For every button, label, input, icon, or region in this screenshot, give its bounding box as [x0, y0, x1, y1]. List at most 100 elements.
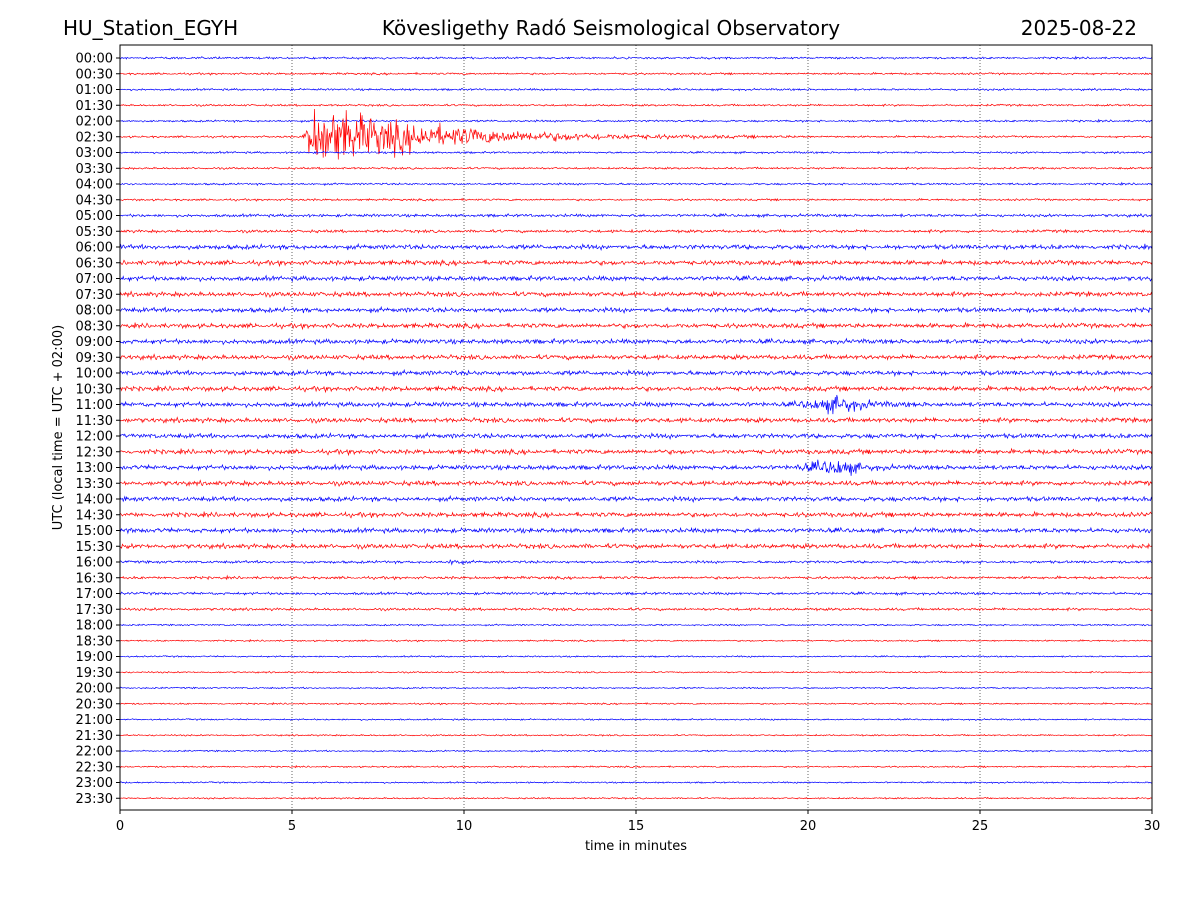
trace-row-1800 — [119, 623, 1153, 627]
x-tick-label: 30 — [1144, 819, 1161, 834]
y-tick-label: 10:00 — [76, 367, 113, 382]
trace-row-2300 — [119, 781, 1153, 785]
y-tick-label: 14:00 — [76, 493, 113, 508]
y-tick-label: 14:30 — [76, 508, 113, 523]
trace-row-1500 — [119, 526, 1153, 535]
trace-row-1700 — [119, 591, 1153, 597]
trace-row-0600 — [119, 242, 1153, 252]
y-tick-label: 03:00 — [76, 146, 113, 161]
y-tick-label: 07:30 — [76, 288, 113, 303]
trace-row-1130 — [119, 416, 1153, 425]
trace-row-0500 — [119, 212, 1153, 219]
x-tick-label: 15 — [628, 819, 645, 834]
trace-row-1900 — [119, 655, 1152, 659]
trace-row-1300 — [119, 459, 1153, 476]
y-tick-label: 05:00 — [76, 209, 113, 224]
y-tick-label: 15:00 — [76, 524, 113, 539]
x-tick-label: 5 — [288, 819, 296, 834]
trace-row-0400 — [119, 181, 1153, 187]
y-tick-label: 23:00 — [76, 776, 113, 791]
y-tick-label: 22:00 — [76, 745, 113, 760]
x-tick-label: 10 — [456, 819, 473, 834]
trace-row-0430 — [119, 197, 1153, 202]
y-tick-label: 11:30 — [76, 414, 113, 429]
trace-row-0730 — [119, 290, 1153, 299]
trace-row-1000 — [119, 368, 1153, 378]
y-tick-label: 02:30 — [76, 130, 113, 145]
trace-row-1400 — [119, 494, 1153, 504]
trace-row-0230 — [119, 108, 1153, 160]
x-tick-label: 25 — [972, 819, 989, 834]
x-tick-label: 0 — [116, 819, 124, 834]
y-axis-label: UTC (local time = UTC + 02:00) — [51, 325, 66, 530]
y-tick-label: 06:30 — [76, 256, 113, 271]
y-tick-label: 13:30 — [76, 477, 113, 492]
y-tick-label: 03:30 — [76, 162, 113, 177]
trace-row-0900 — [119, 337, 1153, 346]
y-tick-label: 13:00 — [76, 461, 113, 476]
x-tick-labels: 0 5 10 15 20 25 30 — [116, 810, 1160, 834]
y-tick-label: 18:00 — [76, 619, 113, 634]
y-tick-label: 12:00 — [76, 430, 113, 445]
trace-row-2200 — [119, 749, 1153, 753]
y-tick-label: 17:30 — [76, 603, 113, 618]
y-tick-label: 19:30 — [76, 666, 113, 681]
x-axis-label: time in minutes — [585, 839, 687, 854]
y-tick-label: 21:30 — [76, 729, 113, 744]
trace-row-1530 — [119, 542, 1153, 551]
y-tick-label: 12:30 — [76, 445, 113, 460]
y-tick-label: 11:00 — [76, 398, 113, 413]
trace-row-0330 — [119, 166, 1153, 171]
y-tick-label: 09:30 — [76, 351, 113, 366]
y-tick-label: 09:00 — [76, 335, 113, 350]
y-tick-label: 17:00 — [76, 587, 113, 602]
y-tick-label: 16:30 — [76, 571, 113, 586]
trace-row-2330 — [119, 796, 1153, 800]
y-tick-label: 06:00 — [76, 241, 113, 256]
y-tick-label: 10:30 — [76, 382, 113, 397]
trace-row-0800 — [119, 305, 1153, 315]
y-tick-label: 08:00 — [76, 304, 113, 319]
y-tick-label: 23:30 — [76, 792, 113, 807]
y-tick-label: 08:30 — [76, 319, 113, 334]
y-tick-label: 02:00 — [76, 115, 113, 130]
trace-row-0700 — [119, 274, 1153, 283]
trace-row-1730 — [119, 606, 1153, 612]
y-tick-label: 05:30 — [76, 225, 113, 240]
trace-row-1230 — [119, 447, 1153, 457]
trace-row-0100 — [119, 87, 1153, 92]
trace-row-1430 — [119, 510, 1153, 519]
trace-row-0030 — [119, 71, 1153, 76]
trace-row-2000 — [119, 686, 1153, 690]
trace-row-2130 — [119, 733, 1153, 737]
trace-row-1330 — [119, 479, 1153, 488]
y-tick-label: 21:00 — [76, 713, 113, 728]
y-tick-label: 18:30 — [76, 634, 113, 649]
trace-row-1100 — [119, 394, 1153, 415]
chart-title: Kövesligethy Radó Seismological Observat… — [381, 16, 841, 40]
seismic-traces — [119, 55, 1153, 800]
trace-row-1200 — [119, 431, 1153, 441]
trace-row-1930 — [120, 670, 1153, 674]
trace-row-1600 — [119, 559, 1153, 566]
trace-row-2030 — [119, 701, 1152, 706]
trace-row-2230 — [119, 764, 1153, 769]
trace-row-0830 — [119, 321, 1153, 331]
y-tick-label: 16:00 — [76, 556, 113, 571]
date-label: 2025-08-22 — [1020, 16, 1137, 40]
trace-row-0930 — [119, 353, 1153, 362]
trace-row-0630 — [119, 258, 1153, 268]
y-tick-label: 01:30 — [76, 99, 113, 114]
y-tick-label: 22:30 — [76, 760, 113, 775]
station-code: HU_Station_EGYH — [63, 16, 239, 40]
trace-row-0000 — [119, 55, 1153, 60]
y-tick-label: 15:30 — [76, 540, 113, 555]
trace-row-1030 — [119, 384, 1153, 394]
grid-lines — [291, 45, 981, 810]
trace-row-1830 — [119, 638, 1153, 643]
trace-row-2100 — [119, 718, 1152, 722]
trace-row-0200 — [120, 118, 1153, 124]
y-tick-label: 20:30 — [76, 697, 113, 712]
trace-row-0300 — [119, 150, 1153, 155]
